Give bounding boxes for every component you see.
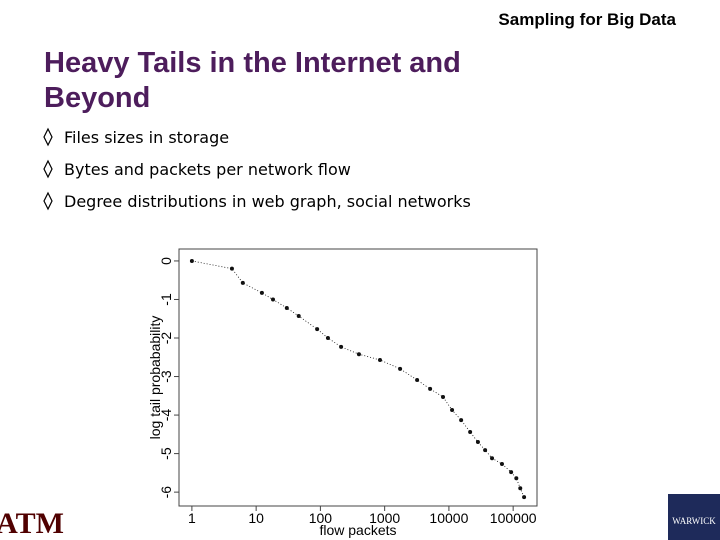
point [459,418,464,423]
point [522,495,527,500]
point [490,456,495,461]
title-line: Beyond [44,82,150,114]
bullet-text: Degree distributions in web graph, socia… [64,192,471,211]
x-tick-label: 100 [309,510,333,526]
point [271,297,276,302]
point [398,366,403,371]
x-axis-label: flow packets [319,522,396,538]
logo-box [668,494,720,540]
point [356,352,361,357]
y-tick-label: 0 [158,257,174,265]
point [518,486,523,491]
point [189,258,194,263]
plot-frame [178,248,538,507]
logo-text: ATM [0,507,64,540]
y-tick-label: -2 [158,332,174,345]
right-logo: WARWICK [668,494,720,540]
x-tick-label: 10000 [429,510,468,526]
point [325,336,330,341]
bullet-marker [43,159,53,179]
point [509,470,514,475]
bullet-marker [43,191,53,211]
y-tick-label: -5 [158,447,174,460]
bullet-text: Bytes and packets per network flow [64,160,351,179]
y-tick-label: -4 [158,409,174,422]
point [259,290,264,295]
header: Sampling for Big Data [498,10,676,29]
left-logo: ATM [0,494,64,540]
point [441,394,446,399]
logo-box [6,494,54,538]
point [499,462,504,467]
y-tick-label: -1 [158,293,174,306]
point [296,314,301,319]
point [339,344,344,349]
point [475,440,480,445]
bullet-text: Files sizes in storage [64,128,229,147]
point [415,378,420,383]
point [428,386,433,391]
point [284,305,289,310]
point [377,357,382,362]
x-tick-label: 100000 [490,510,537,526]
point [483,448,488,453]
bullet-marker [43,127,53,147]
point [229,266,234,271]
y-axis-label: log tail probabability [147,316,163,440]
y-tick-label: -6 [158,486,174,499]
point [514,476,519,481]
x-tick-label: 1 [188,510,196,526]
point [240,280,245,285]
y-tick-label: -3 [158,370,174,383]
point [450,408,455,413]
series-line [191,260,525,498]
title-line: Heavy Tails in the Internet and [44,47,461,79]
x-tick-label: 10 [248,510,264,526]
point [468,430,473,435]
x-tick-label: 1000 [369,510,400,526]
point [315,327,320,332]
logo-text: WARWICK [672,516,716,526]
